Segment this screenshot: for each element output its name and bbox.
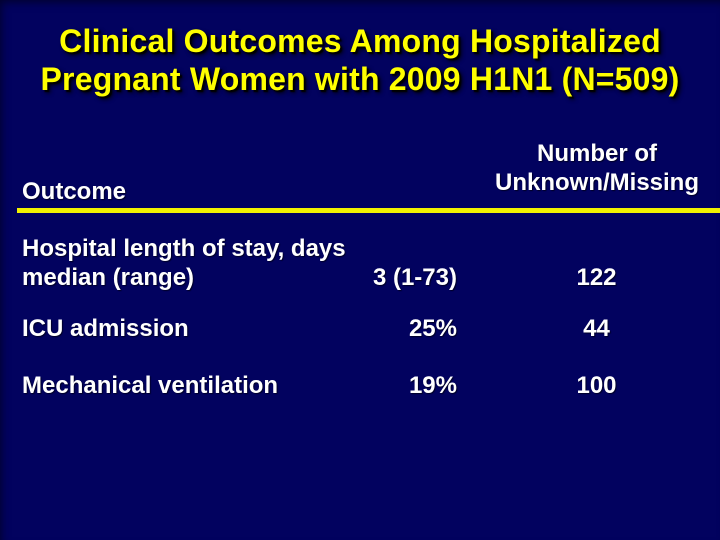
row-label-line1: Hospital length of stay, days bbox=[22, 235, 346, 262]
row-value: 19% bbox=[408, 372, 457, 399]
column-header-unknown-line2: Unknown/Missing bbox=[495, 169, 699, 196]
slide-title-line2: Pregnant Women with 2009 H1N1 (N=509) bbox=[40, 61, 680, 97]
slide-title: Clinical Outcomes Among Hospitalized Pre… bbox=[0, 22, 720, 98]
row-unknown-count: 122 bbox=[576, 264, 617, 291]
header-underline-rule bbox=[17, 208, 720, 213]
slide-title-line1: Clinical Outcomes Among Hospitalized bbox=[59, 23, 661, 59]
column-header-outcome: Outcome bbox=[22, 178, 127, 205]
row-label-mechanical-ventilation: Mechanical ventilation bbox=[22, 372, 279, 399]
table-row: Mechanical ventilation 19% 100 bbox=[0, 371, 720, 400]
row-unknown-count: 100 bbox=[576, 372, 617, 399]
row-value: 25% bbox=[408, 315, 457, 342]
column-header-unknown-missing: Number of Unknown/Missing bbox=[475, 139, 719, 197]
column-header-unknown-line1: Number of bbox=[537, 140, 657, 167]
row-unknown-count: 44 bbox=[583, 315, 610, 342]
table-row: ICU admission 25% 44 bbox=[0, 314, 720, 343]
row-value: 3 (1-73) bbox=[372, 264, 457, 291]
table-row: Hospital length of stay, days median (ra… bbox=[0, 234, 720, 292]
row-label-hospital-stay: Hospital length of stay, days median (ra… bbox=[22, 234, 352, 292]
row-label-line2: median (range) bbox=[22, 264, 195, 291]
row-label-icu-admission: ICU admission bbox=[22, 315, 189, 342]
